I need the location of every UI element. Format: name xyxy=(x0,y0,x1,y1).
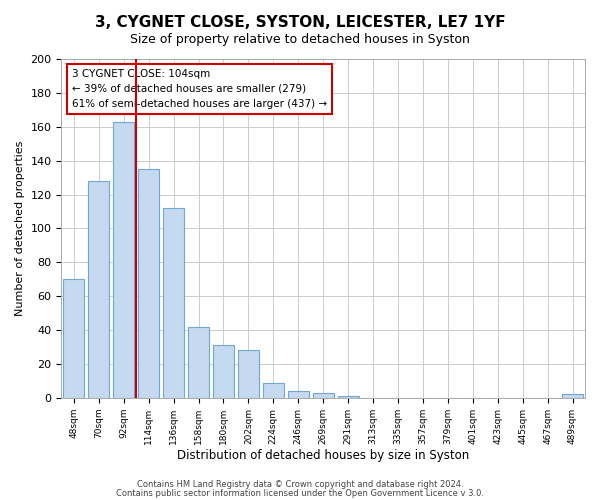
Bar xyxy=(213,346,234,398)
Bar xyxy=(88,181,109,398)
Text: 3, CYGNET CLOSE, SYSTON, LEICESTER, LE7 1YF: 3, CYGNET CLOSE, SYSTON, LEICESTER, LE7 … xyxy=(95,15,505,30)
Bar xyxy=(313,393,334,398)
Bar xyxy=(113,122,134,398)
Bar xyxy=(188,326,209,398)
Bar xyxy=(63,280,85,398)
Bar xyxy=(238,350,259,398)
Bar xyxy=(562,394,583,398)
Bar xyxy=(163,208,184,398)
Text: Contains public sector information licensed under the Open Government Licence v : Contains public sector information licen… xyxy=(116,488,484,498)
Bar xyxy=(287,391,309,398)
Bar xyxy=(138,169,159,398)
Bar xyxy=(338,396,359,398)
Text: Size of property relative to detached houses in Syston: Size of property relative to detached ho… xyxy=(130,32,470,46)
Text: Contains HM Land Registry data © Crown copyright and database right 2024.: Contains HM Land Registry data © Crown c… xyxy=(137,480,463,489)
X-axis label: Distribution of detached houses by size in Syston: Distribution of detached houses by size … xyxy=(177,450,469,462)
Bar xyxy=(263,382,284,398)
Text: 3 CYGNET CLOSE: 104sqm
← 39% of detached houses are smaller (279)
61% of semi-de: 3 CYGNET CLOSE: 104sqm ← 39% of detached… xyxy=(72,69,327,109)
Y-axis label: Number of detached properties: Number of detached properties xyxy=(15,140,25,316)
